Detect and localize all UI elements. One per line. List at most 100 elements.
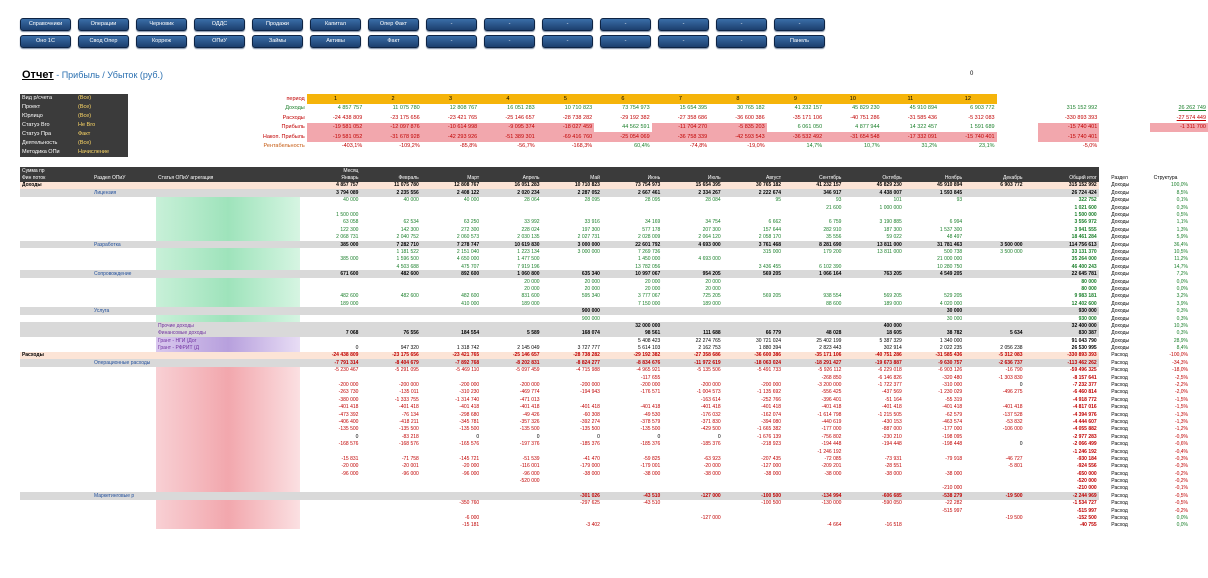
month-cell xyxy=(783,514,843,521)
filter-row[interactable]: Статуэ Пра Факт xyxy=(20,130,128,139)
toolbar-button[interactable]: Справочники xyxy=(20,18,71,31)
row-article xyxy=(155,470,301,478)
month-cell: 3 500 000 xyxy=(964,240,1025,249)
row-gap xyxy=(1098,336,1110,345)
toolbar-button[interactable]: Продажи xyxy=(252,18,303,31)
month-cell xyxy=(843,514,903,521)
filter-value[interactable]: (Все) xyxy=(78,140,92,146)
month-cell: 892 600 xyxy=(420,270,482,278)
toolbar-button[interactable]: ОДДС xyxy=(194,18,245,31)
month-cell: -520 000 xyxy=(519,478,540,485)
filter-value[interactable]: Не Вго xyxy=(78,122,96,128)
filter-value[interactable]: (Все) xyxy=(78,113,92,119)
row-gap xyxy=(1098,218,1110,227)
month-cell: -4 715 988 xyxy=(576,367,600,374)
row-structure: -0,2% xyxy=(1151,477,1190,485)
toolbar-button[interactable]: - xyxy=(542,35,593,48)
filter-row[interactable]: Вид р/счета (Все) xyxy=(20,94,128,103)
toolbar-button[interactable]: Факт xyxy=(368,35,419,48)
summary-gap xyxy=(997,104,1038,114)
toolbar-button[interactable]: Панель xyxy=(774,35,825,48)
row-article xyxy=(155,447,301,456)
month-cell: -8 404 679 xyxy=(360,359,421,367)
summary-cell: -36 758 339 xyxy=(651,132,710,142)
toolbar-button[interactable]: Черновик xyxy=(136,18,187,31)
month-cell xyxy=(421,211,481,218)
row-fin-flow xyxy=(20,307,93,315)
month-cell: 315 000 xyxy=(762,248,782,255)
row-fin-flow xyxy=(20,189,93,197)
month-cell: -20 000 xyxy=(462,463,480,470)
row-section xyxy=(92,433,156,440)
month-cell: -72 085 xyxy=(824,455,842,462)
row-structure: -0,1% xyxy=(1151,484,1190,493)
toolbar-button[interactable]: - xyxy=(658,35,709,48)
toolbar-button[interactable]: - xyxy=(426,18,477,31)
month-cell: 6 662 xyxy=(768,219,782,226)
table-row: Финансовые доходы 7 068 76 556 184 554 5 589… xyxy=(20,329,1190,337)
summary-extra xyxy=(1150,142,1208,152)
month-cell: 3 000 000 xyxy=(577,248,600,255)
month-cell: 20 000 xyxy=(645,285,661,292)
row-total: 26 724 424 xyxy=(1024,189,1099,197)
toolbar-button[interactable]: Операции xyxy=(78,18,129,31)
row-section-name: Доходы xyxy=(1109,329,1152,337)
row-gap xyxy=(1098,403,1110,411)
month-cell: -263 730 xyxy=(338,389,359,396)
month-cell: 20 000 xyxy=(705,278,721,285)
month-cell xyxy=(783,485,843,492)
toolbar-button[interactable]: Капитал xyxy=(310,18,361,31)
toolbar-button[interactable]: - xyxy=(542,18,593,31)
month-cell: -31 585 436 xyxy=(903,351,965,360)
toolbar-button[interactable]: - xyxy=(484,35,535,48)
filter-value[interactable]: Факт xyxy=(78,131,91,137)
row-total: 18 461 284 xyxy=(1071,234,1097,241)
toolbar-button[interactable]: - xyxy=(716,18,767,31)
month-cell: 6 903 772 xyxy=(964,181,1025,190)
row-gap xyxy=(1098,196,1110,204)
table-row: 40 000 40 000 40 000 28 064 28 095 28 095 28 0… xyxy=(20,196,1190,204)
toolbar-button[interactable]: - xyxy=(600,18,651,31)
toolbar-button[interactable]: - xyxy=(774,18,825,31)
month-cell: -345 781 xyxy=(459,418,480,425)
toolbar-button[interactable]: Свод Опер xyxy=(78,35,129,48)
table-row: Грант - НГИ (Дог 5 408 423 22 274 765 30 72… xyxy=(20,336,1190,345)
month-cell xyxy=(783,477,843,484)
toolbar-button[interactable]: - xyxy=(658,18,709,31)
month-cell: 569 205 xyxy=(722,270,784,278)
toolbar-button[interactable]: Корреж xyxy=(136,35,187,48)
toolbar-button[interactable]: ОПиУ xyxy=(194,35,245,48)
month-cell: 228 024 xyxy=(521,226,540,233)
month-cell: -194 448 xyxy=(821,441,842,448)
month-cell: 2 151 040 xyxy=(456,248,480,255)
month-cell xyxy=(964,477,1024,484)
toolbar-button[interactable]: - xyxy=(600,35,651,48)
toolbar-row-1: Справочники Операции Черновик ОДДС Продажи Ка… xyxy=(20,18,825,31)
toolbar-button[interactable]: - xyxy=(484,18,535,31)
header-cell xyxy=(155,167,301,175)
row-total: 35 264 000 xyxy=(1071,256,1097,263)
toolbar-button[interactable]: - xyxy=(426,35,477,48)
toolbar-button[interactable]: Опер Факт xyxy=(368,18,419,31)
filter-row[interactable]: Методика ОПи Начисление xyxy=(20,148,128,157)
filter-row[interactable]: Статуэ Вго Не Вго xyxy=(20,121,128,130)
toolbar-button[interactable]: Оно 1С xyxy=(20,35,71,48)
header-cell: Сумма пр xyxy=(20,167,93,175)
month-cell: -96 000 xyxy=(341,470,359,477)
toolbar-button[interactable]: - xyxy=(716,35,767,48)
row-gap xyxy=(1098,484,1110,493)
row-article: Прочие доходы xyxy=(155,322,301,330)
filter-value[interactable]: Начисление xyxy=(78,149,110,155)
toolbar-button[interactable]: Займы xyxy=(252,35,303,48)
toolbar-button[interactable]: Активы xyxy=(310,35,361,48)
filter-row[interactable]: Проект (Все) xyxy=(20,103,128,112)
filter-row[interactable]: Деятельность (Все) xyxy=(20,139,128,148)
filter-value[interactable]: (Все) xyxy=(78,104,92,110)
row-gap xyxy=(1098,277,1110,286)
filter-row[interactable]: Юрлицо (Все) xyxy=(20,112,128,121)
month-cell: 7 282 710 xyxy=(360,240,421,249)
row-article xyxy=(155,226,301,234)
month-cell: 4 693 000 xyxy=(662,240,723,249)
row-structure: 0,5% xyxy=(1151,211,1190,219)
filter-value[interactable]: (Все) xyxy=(78,95,92,101)
